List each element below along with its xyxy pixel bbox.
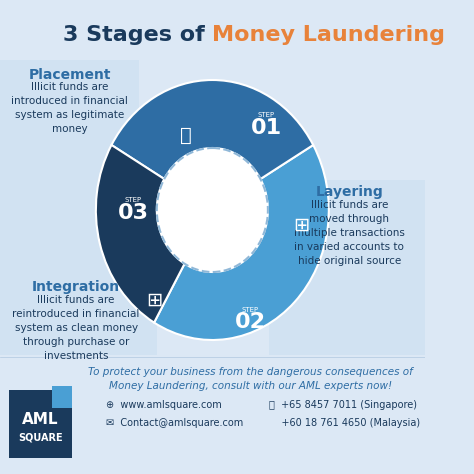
- Text: STEP: STEP: [241, 307, 258, 313]
- Wedge shape: [96, 145, 184, 323]
- Text: 📞  +65 8457 7011 (Singapore): 📞 +65 8457 7011 (Singapore): [269, 400, 417, 410]
- Text: ⊞: ⊞: [146, 291, 162, 310]
- Text: Integration: Integration: [32, 280, 120, 294]
- Text: Placement: Placement: [28, 68, 111, 82]
- Text: Illicit funds are
introduced in financial
system as legitimate
money: Illicit funds are introduced in financia…: [11, 82, 128, 134]
- Text: 🏛: 🏛: [180, 126, 191, 145]
- Text: ⊕  www.amlsquare.com: ⊕ www.amlsquare.com: [106, 400, 221, 410]
- FancyBboxPatch shape: [269, 180, 425, 360]
- Text: Money Laundering: Money Laundering: [212, 25, 446, 45]
- Wedge shape: [111, 80, 313, 179]
- Text: ⊞: ⊞: [294, 216, 310, 235]
- Text: AML: AML: [22, 412, 59, 428]
- Text: 01: 01: [251, 118, 282, 138]
- FancyBboxPatch shape: [0, 60, 139, 240]
- FancyBboxPatch shape: [52, 386, 72, 408]
- Text: 02: 02: [235, 312, 265, 332]
- Text: 3 Stages of: 3 Stages of: [63, 25, 212, 45]
- Text: Illicit funds are
reintroduced in financial
system as clean money
through purcha: Illicit funds are reintroduced in financ…: [12, 295, 140, 361]
- Circle shape: [157, 148, 268, 272]
- FancyBboxPatch shape: [0, 240, 157, 400]
- FancyBboxPatch shape: [9, 390, 72, 458]
- Text: STEP: STEP: [257, 112, 274, 118]
- Text: STEP: STEP: [125, 197, 142, 203]
- Text: ✉  Contact@amlsquare.com: ✉ Contact@amlsquare.com: [106, 418, 243, 428]
- Wedge shape: [154, 145, 329, 340]
- Text: SQUARE: SQUARE: [18, 433, 63, 443]
- Text: To protect your business from the dangerous consequences of
Money Laundering, co: To protect your business from the danger…: [89, 367, 413, 391]
- FancyBboxPatch shape: [0, 355, 425, 474]
- Text: 03: 03: [118, 203, 149, 223]
- Text: Layering: Layering: [316, 185, 383, 199]
- Text: Illicit funds are
moved through
multiple transactions
in varied accounts to
hide: Illicit funds are moved through multiple…: [294, 200, 405, 266]
- FancyBboxPatch shape: [0, 0, 425, 474]
- Text: +60 18 761 4650 (Malaysia): +60 18 761 4650 (Malaysia): [269, 418, 420, 428]
